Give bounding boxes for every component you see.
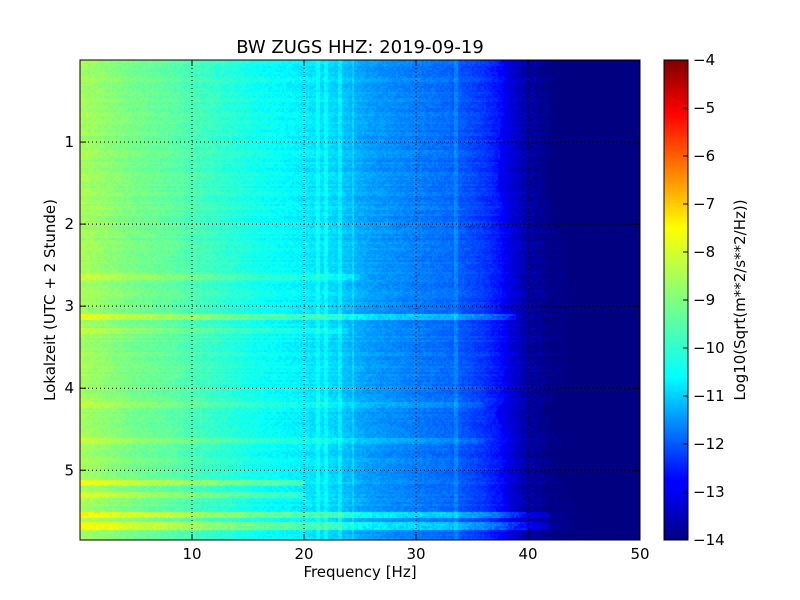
colorbar-tick-label: −13 xyxy=(693,483,725,501)
x-tick-label: 30 xyxy=(406,545,425,563)
y-tick-label: 3 xyxy=(64,297,74,315)
colorbar-tick-label: −6 xyxy=(693,147,715,165)
x-tick-label: 50 xyxy=(630,545,649,563)
y-axis-label: Lokalzeit (UTC + 2 Stunde) xyxy=(41,199,59,401)
x-axis: 10 20 30 40 50 xyxy=(182,60,650,563)
colorbar-tick-label: −12 xyxy=(693,435,725,453)
colorbar-tick-label: −4 xyxy=(693,51,715,69)
colorbar-tick-label: −11 xyxy=(693,387,725,405)
x-tick-label: 20 xyxy=(294,545,313,563)
colorbar-tick-label: −8 xyxy=(693,243,715,261)
colorbar-tick-label: −9 xyxy=(693,291,715,309)
chart-title: BW ZUGS HHZ: 2019-09-19 xyxy=(236,37,484,58)
x-tick-label: 10 xyxy=(182,545,201,563)
plot-area xyxy=(79,59,641,541)
spectrogram-heatmap xyxy=(80,60,640,540)
y-tick-label: 4 xyxy=(64,379,74,397)
x-axis-label: Frequency [Hz] xyxy=(303,563,416,581)
heatmap-image xyxy=(80,60,640,540)
colorbar-tick-label: −14 xyxy=(693,531,725,549)
plot-frame xyxy=(79,59,641,541)
colorbar-label: Log10(Sqrt(m**2/s**2/Hz)) xyxy=(731,199,749,400)
colorbar-tick-label: −7 xyxy=(693,195,715,213)
colorbar-tick-label: −5 xyxy=(693,99,715,117)
y-axis: 1 2 3 4 5 xyxy=(64,133,640,479)
grid-lines xyxy=(80,60,640,540)
x-tick-label: 40 xyxy=(518,545,537,563)
colorbar-ticks: −4 −5 −6 −7 −8 −9 −10 −11 −12 −13 −14 xyxy=(683,51,725,549)
colorbar-tick-label: −10 xyxy=(693,339,725,357)
y-tick-label: 2 xyxy=(64,215,74,233)
y-tick-label: 1 xyxy=(64,133,74,151)
colorbar: −4 −5 −6 −7 −8 −9 −10 −11 −12 −13 −14 Log10(Sqrt(m… xyxy=(663,51,749,549)
y-tick-label: 5 xyxy=(64,461,74,479)
